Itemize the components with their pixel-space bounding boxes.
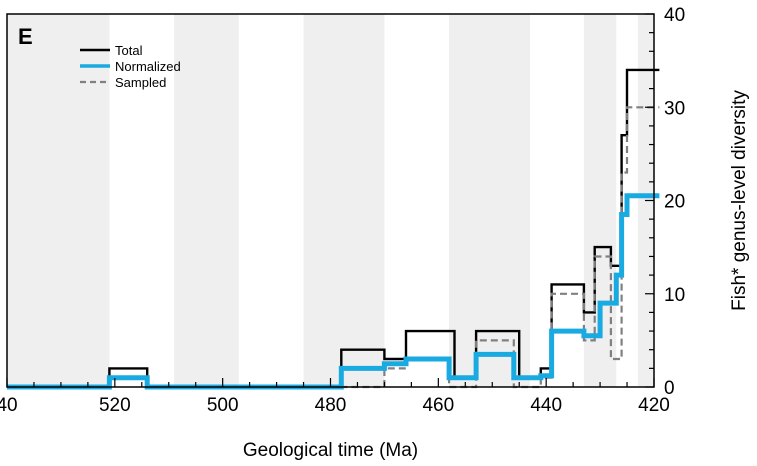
series-layer [7,68,660,390]
x-axis-title: Geological time (Ma) [243,440,418,461]
shaded-interval-3 [449,14,530,387]
y-tick-label: 40 [664,5,685,26]
x-tick-label: 480 [315,395,347,416]
y-tick-label: 0 [664,378,675,399]
legend-label-total: Total [115,43,143,58]
y-tick-label: 10 [664,285,685,306]
x-tick-label: 500 [207,395,239,416]
x-axis: 40 520 500 480 460 440 420 [0,378,670,416]
y-tick-label: 30 [664,98,685,119]
x-tick-label: 520 [99,395,131,416]
y-tick-label: 20 [664,192,685,213]
panel-label: E [18,24,33,49]
legend-label-normalized: Normalized [115,59,181,74]
x-tick-label: 40 [0,395,18,416]
x-tick-label: 420 [638,395,670,416]
y-axis-title: Fish* genus-level diversity [729,90,750,311]
x-tick-label: 440 [530,395,562,416]
series-normalized-line [7,193,660,390]
y-axis: 0 10 20 30 40 [645,5,685,399]
legend-label-sampled: Sampled [115,75,166,90]
shaded-interval-2 [303,14,385,387]
shaded-interval-0 [7,14,110,387]
shaded-interval-1 [174,14,239,387]
x-tick-label: 460 [422,395,454,416]
